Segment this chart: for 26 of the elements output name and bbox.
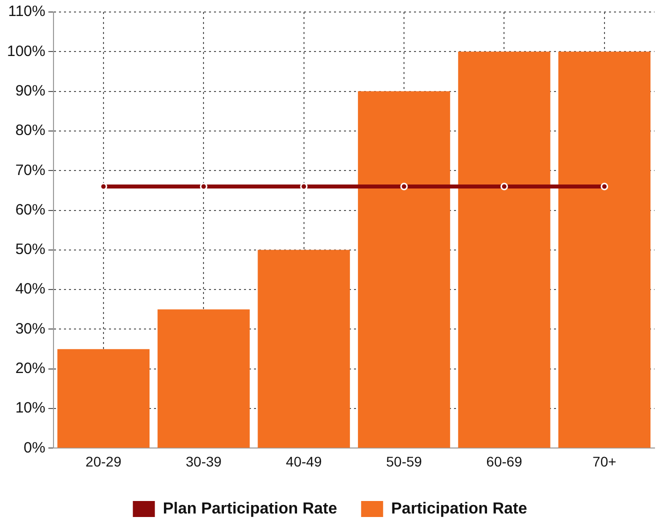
y-tick-label: 80% <box>15 122 46 140</box>
legend-label: Plan Participation Rate <box>162 500 338 518</box>
y-tick-label: 0% <box>24 439 46 456</box>
y-tick-label: 10% <box>15 400 46 417</box>
y-tick-label: 40% <box>15 280 46 298</box>
bar <box>358 91 450 448</box>
bar <box>158 309 250 448</box>
y-tick-label: 70% <box>15 162 46 179</box>
y-tick-label: 110% <box>8 3 46 20</box>
x-tick-label: 70+ <box>592 453 616 470</box>
bar <box>57 349 150 448</box>
x-tick-label: 50-59 <box>386 453 422 470</box>
y-tick-label: 20% <box>15 360 46 378</box>
y-tick-label: 100% <box>6 42 46 60</box>
bar <box>558 52 650 448</box>
y-tick-label: 50% <box>15 241 46 258</box>
x-tick-label: 60-69 <box>486 453 522 470</box>
y-tick-label: 60% <box>15 201 46 218</box>
bar <box>458 52 550 448</box>
bar <box>258 250 350 448</box>
y-tick-label: 30% <box>15 320 46 338</box>
legend-label: Participation Rate <box>391 500 528 518</box>
y-tick-label: 90% <box>15 82 46 100</box>
x-tick-label: 30-39 <box>186 453 222 470</box>
x-tick-label: 20-29 <box>86 453 122 470</box>
x-tick-label: 40-49 <box>286 453 322 470</box>
